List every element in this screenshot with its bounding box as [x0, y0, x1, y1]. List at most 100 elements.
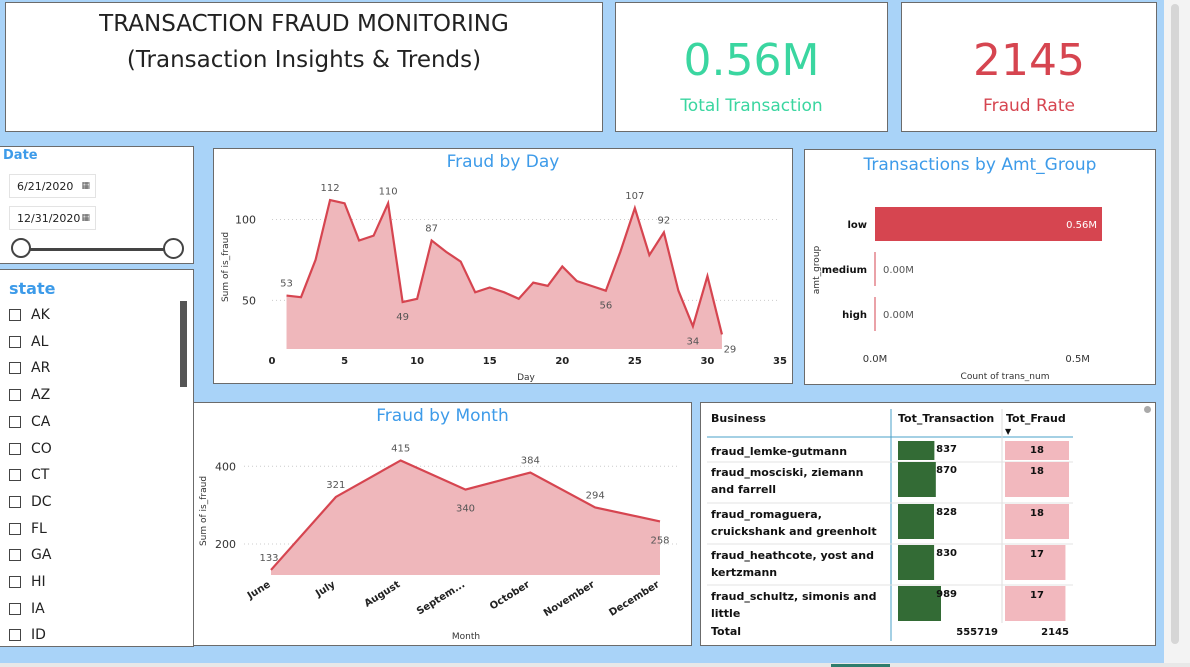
date-range-end-handle[interactable] [163, 238, 184, 259]
table-cell-tot-fraud: 18 [1030, 445, 1044, 456]
x-axis-title: Count of trans_num [961, 372, 1050, 382]
data-label: 133 [259, 553, 278, 564]
state-option-ar[interactable]: AR [9, 358, 50, 378]
start-date-input[interactable]: 6/21/2020 ▦ [9, 174, 96, 198]
state-option-label: AK [31, 307, 50, 323]
table-cell-business: fraud_mosciski, ziemann [711, 466, 864, 479]
calendar-icon[interactable]: ▦ [81, 181, 90, 191]
tot-transaction-bar [898, 462, 936, 497]
page-scrollbar[interactable] [1164, 0, 1190, 667]
state-option-co[interactable]: CO [9, 439, 52, 459]
page-scrollbar-thumb[interactable] [1171, 4, 1179, 644]
data-label: 415 [391, 443, 410, 454]
tot-transaction-bar [898, 441, 935, 460]
state-option-label: AZ [31, 387, 51, 404]
data-label: 34 [687, 336, 700, 347]
state-option-fl[interactable]: FL [9, 519, 47, 539]
checkbox[interactable] [9, 602, 21, 615]
state-slicer[interactable]: state AK AL AR AZ CA CO CT DC FL GA HI IA ID [0, 269, 194, 647]
date-slicer[interactable]: Date 6/21/2020 ▦ 12/31/2020 ▦ [0, 146, 194, 264]
state-option-al[interactable]: AL [9, 332, 48, 352]
state-option-label: AR [31, 360, 51, 377]
x-tick-label: December [607, 579, 661, 619]
data-label: 258 [650, 535, 669, 546]
checkbox[interactable] [9, 415, 21, 428]
x-tick-label: 25 [628, 356, 642, 367]
area-fill [286, 200, 722, 349]
tot-fraud-bar [1005, 441, 1069, 460]
x-tick-label: 0.0M [863, 354, 888, 365]
x-tick-label: 35 [773, 356, 787, 367]
x-tick-label: July [313, 579, 338, 600]
amt-group-chart[interactable]: Transactions by Amt_Group low 0.56M medium… [804, 149, 1156, 385]
state-option-ia[interactable]: IA [9, 599, 45, 619]
fraud-by-month-plot: 200 400 133 321 415 340 384 294 258 June July Augus… [199, 443, 680, 642]
calendar-icon[interactable]: ▦ [81, 213, 90, 223]
column-header-tot-transaction: Tot_Transaction [898, 412, 994, 425]
state-slicer-scrollbar[interactable] [180, 301, 187, 387]
y-axis-title: Sum of is_fraud [199, 476, 209, 546]
x-axis-title: Month [452, 632, 480, 642]
state-option-ga[interactable]: GA [9, 545, 51, 565]
table-cell-business: fraud_romaguera, [711, 508, 822, 521]
x-tick-label: 5 [341, 356, 348, 367]
category-label: medium [822, 265, 867, 276]
checkbox[interactable] [9, 495, 21, 508]
data-label: 110 [379, 186, 398, 197]
tot-fraud-bar [1005, 462, 1069, 497]
x-tick-label: 10 [410, 356, 424, 367]
checkbox[interactable] [9, 362, 21, 375]
table-cell-tot-transaction: 830 [936, 548, 957, 559]
fraud-by-month-chart[interactable]: Fraud by Month 200 400 133 321 415 340 384 294 2… [193, 402, 692, 646]
state-option-dc[interactable]: DC [9, 492, 52, 512]
checkbox[interactable] [9, 576, 21, 588]
state-option-label: IA [31, 600, 45, 617]
table-cell-business: fraud_schultz, simonis and [711, 590, 876, 603]
state-option-label: ID [31, 627, 46, 644]
active-page-tab[interactable] [831, 664, 890, 667]
table-options-dot[interactable] [1144, 406, 1151, 413]
checkbox[interactable] [9, 549, 21, 562]
data-label: 294 [586, 490, 605, 501]
state-option-ak[interactable]: AK [9, 305, 50, 325]
state-option-ct[interactable]: CT [9, 465, 49, 485]
checkbox[interactable] [9, 389, 21, 402]
tot-fraud-bar [1005, 545, 1066, 580]
state-option-az[interactable]: AZ [9, 385, 50, 405]
kpi-total-transaction-label: Total Transaction [680, 96, 823, 116]
column-header-tot-fraud: Tot_Fraud [1006, 412, 1066, 425]
kpi-total-transaction-value: 0.56M [683, 35, 820, 86]
checkbox[interactable] [9, 629, 21, 642]
bar-value-label: 0.00M [883, 265, 914, 276]
series-line [286, 198, 724, 335]
fraud-by-day-chart[interactable]: Fraud by Day 50 100 0 5 10 15 20 25 30 35 53 112 110… [213, 148, 793, 384]
fraud-by-day-title: Fraud by Day [446, 152, 560, 172]
state-option-label: GA [31, 547, 52, 564]
checkbox[interactable] [9, 469, 21, 482]
business-table-visual[interactable]: Business Tot_Transaction Tot_Fraud ▼ fraud_l… [700, 402, 1156, 646]
state-option-label: AL [31, 333, 49, 350]
date-slicer-label: Date [3, 148, 38, 163]
data-label: 107 [625, 191, 644, 202]
kpi-card-total-transaction[interactable]: 0.56M Total Transaction [615, 2, 888, 132]
table-cell-business: cruickshank and greenholt [711, 525, 877, 538]
checkbox[interactable] [9, 442, 21, 455]
data-label: 56 [599, 301, 612, 312]
table-cell-tot-fraud: 17 [1030, 590, 1044, 601]
checkbox[interactable] [9, 309, 21, 321]
start-date-value: 6/21/2020 [17, 179, 74, 193]
state-option-hi[interactable]: HI [9, 572, 46, 592]
date-range-track[interactable] [22, 248, 174, 251]
checkbox[interactable] [9, 522, 21, 535]
area-fill [271, 460, 660, 575]
state-option-id[interactable]: ID [9, 625, 46, 645]
end-date-input[interactable]: 12/31/2020 ▦ [9, 206, 96, 230]
data-label: 340 [456, 504, 475, 515]
checkbox[interactable] [9, 335, 21, 348]
table-cell-tot-transaction: 837 [936, 444, 957, 455]
state-option-ca[interactable]: CA [9, 412, 50, 432]
kpi-card-fraud-rate[interactable]: 2145 Fraud Rate [901, 2, 1157, 132]
y-axis-title: amt_group [812, 245, 822, 294]
bar-value-label: 0.56M [1066, 220, 1097, 231]
date-range-start-handle[interactable] [11, 238, 31, 258]
